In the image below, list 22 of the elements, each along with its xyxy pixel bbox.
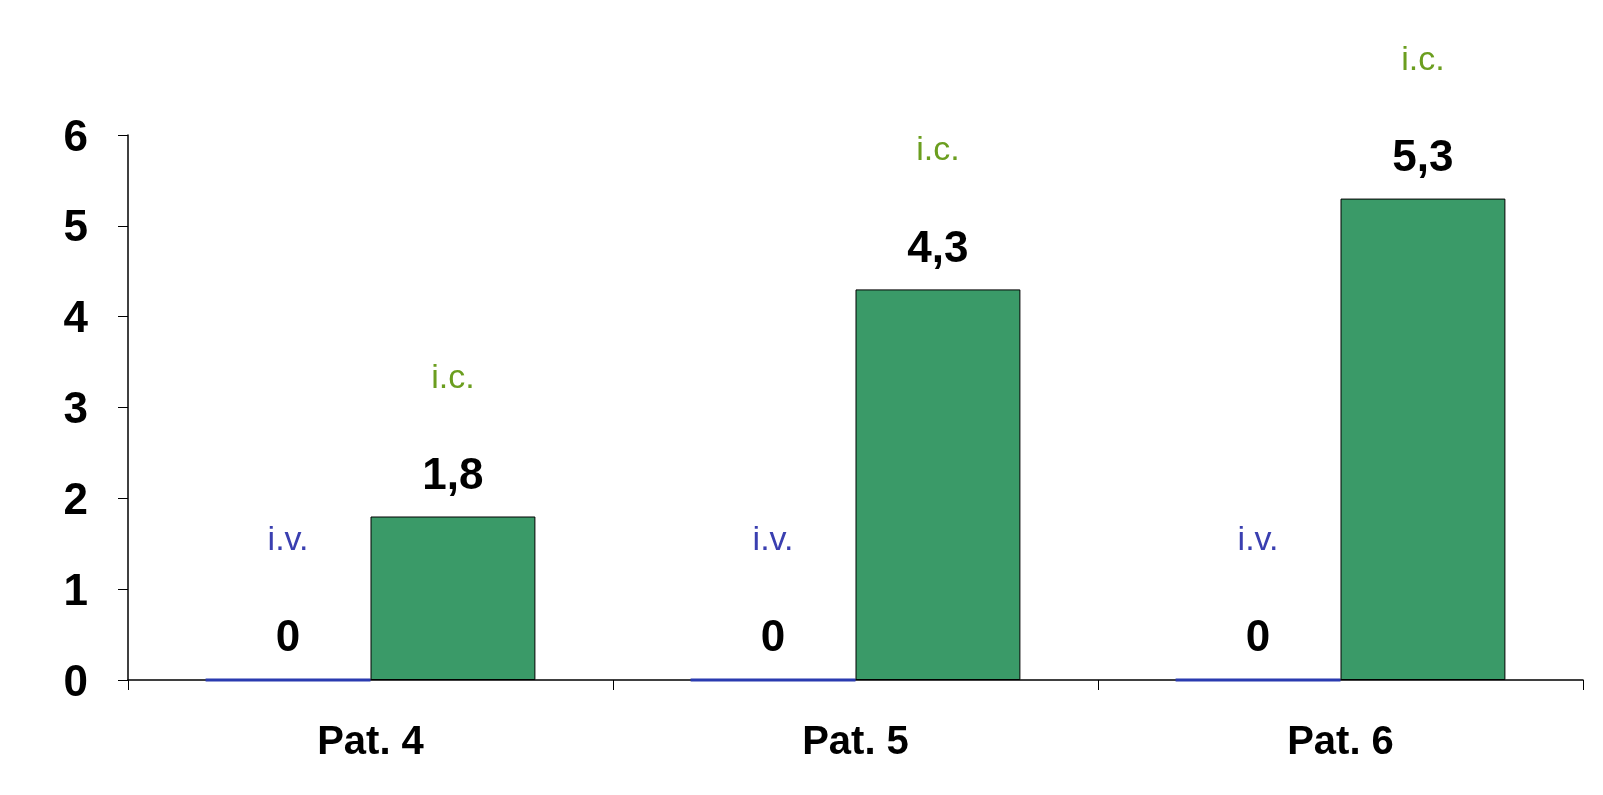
x-tick-label: Pat. 5 [802,718,909,762]
text: i.v. [752,518,794,557]
y-tick-label: 6 [63,110,88,160]
x-tick-label: Pat. 4 [317,718,425,762]
text: i.c. [1401,38,1445,77]
y-tick-label: 2 [63,473,88,523]
y-tick-label: 1 [63,564,88,614]
text: i.c. [431,356,475,395]
data-label: 0 [760,611,786,660]
data-label: 0 [275,611,301,660]
y-tick-label: 0 [63,655,88,705]
text: i.c. [916,129,960,168]
y-tick-label: 4 [63,292,89,342]
y-tick-label: 3 [63,383,88,432]
x-tick-label: Pat. 6 [1287,718,1394,762]
data-label: 4,3 [907,221,969,271]
text: i.v. [267,518,309,557]
y-tick-label: 5 [63,201,88,251]
data-label: 5,3 [1392,131,1454,181]
text: i.v. [1237,518,1279,557]
data-label: 0 [1245,611,1271,660]
data-label: 1,8 [422,449,484,498]
